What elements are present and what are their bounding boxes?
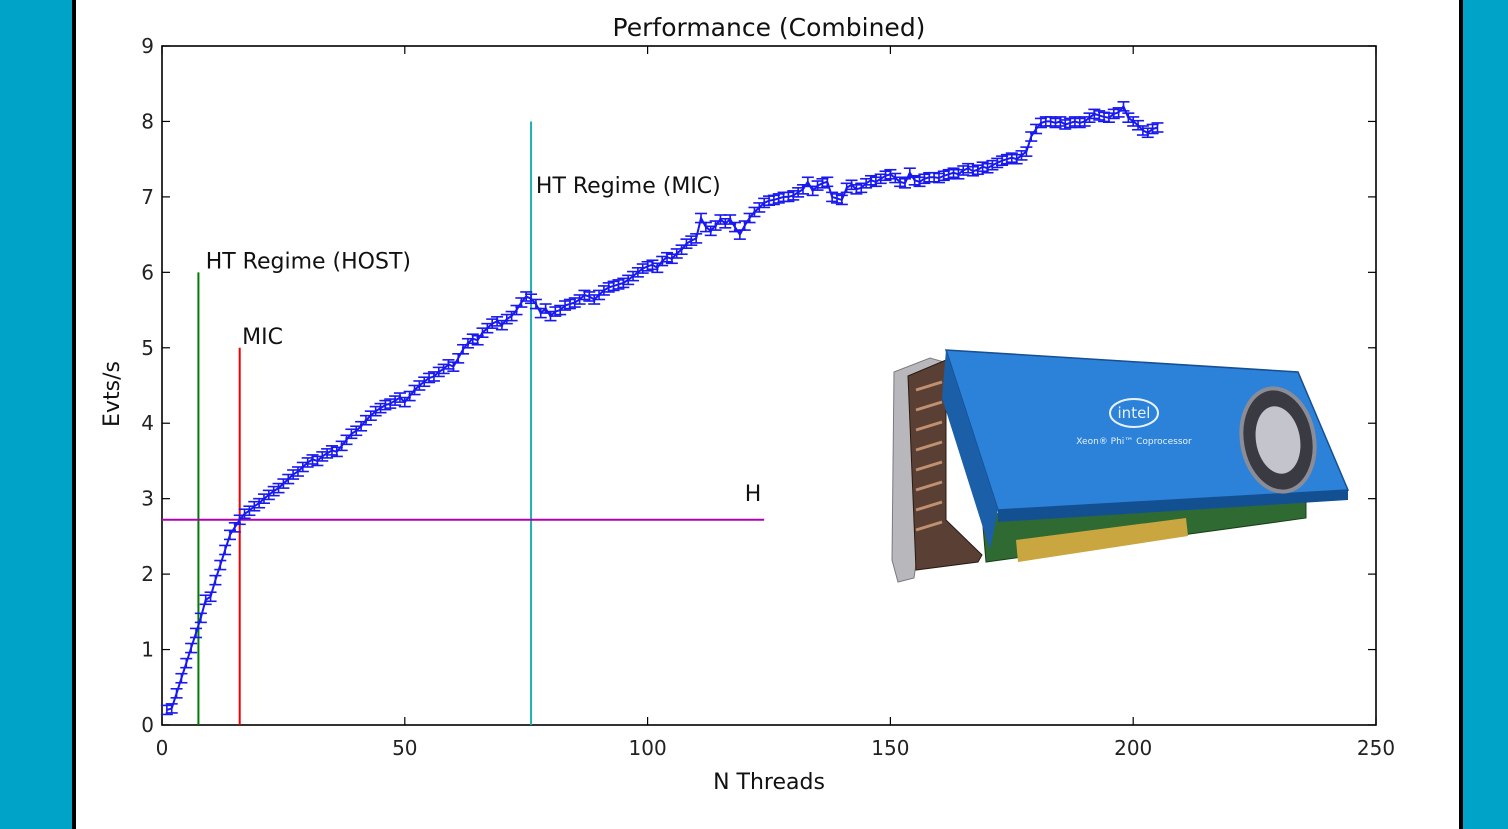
card-pci-contacts [1016,518,1188,562]
y-tick-label: 1 [141,638,154,662]
y-tick-label: 8 [141,109,154,133]
y-tick-label: 3 [141,487,154,511]
card-heatsink-fins [915,380,943,532]
y-tick-label: 5 [141,336,154,360]
x-tick-label: 250 [1357,736,1395,760]
series-layer [160,101,1164,716]
axes-layer: 0 50 100 150 200 250 0 1 2 3 4 5 6 7 8 9 [141,34,1395,760]
x-tick-label: 150 [871,736,909,760]
right-frame-bar [1463,0,1508,829]
x-tick-label: 50 [392,736,417,760]
card-logo-ring [1109,398,1159,428]
reference-line-label: HT Regime (HOST) [206,250,411,275]
card-caption-text: Xeon® Phi™ Coprocessor [1076,437,1192,447]
card-shroud-side [942,350,998,550]
reference-line-label: HT Regime (MIC) [536,174,721,199]
performance-chart: Performance (Combined) N Threads Evts/s … [100,13,1395,795]
reference-lines-layer: HT Regime (HOST) MIC HT Regime (MIC) H [162,121,765,725]
left-frame-bar [0,0,72,829]
x-axis-label: N Threads [713,770,825,795]
plot-frame [161,45,1377,726]
x-tick-label: 200 [1114,736,1152,760]
y-tick-label: 9 [141,34,154,58]
x-tick-label: 100 [629,736,667,760]
card-brand-text: intel [1118,404,1151,422]
reference-line-label: MIC [242,325,283,350]
y-tick-label: 2 [141,562,154,586]
xeon-phi-card-image: intel Xeon® Phi™ Coprocessor [891,349,1350,583]
card-shroud-edge [998,490,1348,522]
y-tick-label: 0 [141,713,154,737]
reference-line-label: H [745,482,762,507]
chart-panel: Performance (Combined) N Threads Evts/s … [76,0,1459,829]
y-tick-label: 6 [141,260,154,284]
y-axis-label: Evts/s [100,361,125,427]
card-fan-hub [1255,406,1301,474]
y-tick-label: 7 [141,185,154,209]
y-tick-label: 4 [141,411,154,435]
chart-title: Performance (Combined) [613,13,926,42]
x-tick-label: 0 [156,736,169,760]
